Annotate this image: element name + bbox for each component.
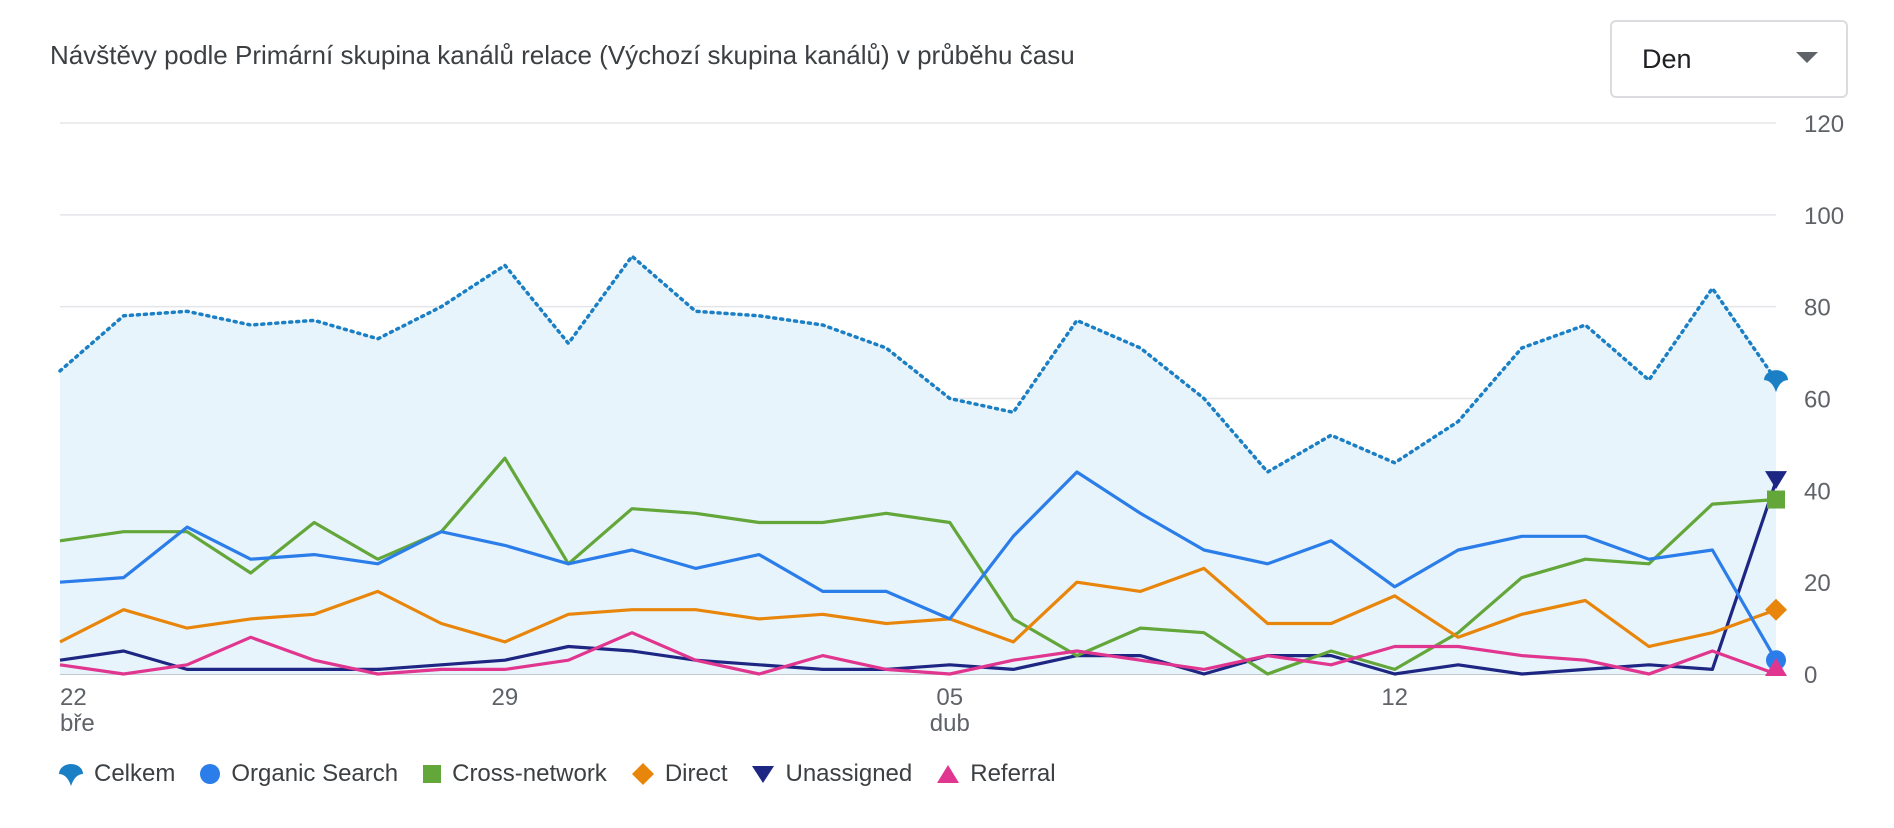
- caret-down-icon: [1796, 52, 1818, 63]
- x-tick-label: 29: [492, 684, 519, 711]
- legend-item-total[interactable]: Celkem: [58, 760, 175, 788]
- circle-marker-icon: [200, 764, 221, 784]
- direct-end-marker: [1765, 598, 1787, 621]
- cross_network-line: [59, 456, 1777, 676]
- y-tick-label: 80: [1804, 295, 1831, 322]
- legend-item-cross-network[interactable]: Cross-network: [422, 760, 607, 788]
- referral-line: [59, 631, 1777, 676]
- chart-legend: Celkem Organic Search Cross-network Dire…: [58, 760, 1080, 788]
- chart-title: Návštěvy podle Primární skupina kanálů r…: [50, 40, 1075, 70]
- x-tick-label: 12: [1381, 684, 1408, 711]
- x-tick-month-label: bře: [60, 710, 95, 737]
- x-tick-label: 22: [60, 684, 87, 711]
- y-tick-label: 40: [1804, 478, 1831, 505]
- legend-item-referral[interactable]: Referral: [936, 760, 1056, 788]
- legend-item-unassigned[interactable]: Unassigned: [751, 760, 912, 788]
- granularity-dropdown[interactable]: Den: [1610, 20, 1848, 98]
- y-tick-label: 120: [1804, 111, 1844, 138]
- legend-label-organic-search: Organic Search: [231, 760, 399, 787]
- legend-label-cross-network: Cross-network: [452, 760, 607, 787]
- granularity-selected-value: Den: [1642, 44, 1692, 74]
- direct-line: [59, 566, 1777, 649]
- legend-label-unassigned: Unassigned: [785, 760, 913, 787]
- x-tick-month-label: dub: [930, 710, 970, 737]
- legend-label-referral: Referral: [970, 760, 1056, 787]
- legend-item-direct[interactable]: Direct: [631, 760, 728, 788]
- total-end-marker: [1764, 370, 1788, 393]
- organic_search-line: [59, 470, 1778, 661]
- referral-end-marker: [1765, 658, 1787, 676]
- total-line: [58, 253, 1778, 475]
- diamond-marker-icon: [631, 763, 654, 785]
- legend-label-total: Celkem: [94, 760, 176, 787]
- unassigned-line: [59, 480, 1778, 676]
- y-tick-label: 0: [1804, 662, 1817, 689]
- y-tick-label: 60: [1804, 387, 1831, 414]
- unassigned-end-marker: [1765, 471, 1787, 490]
- y-tick-label: 100: [1804, 203, 1844, 230]
- y-tick-label: 20: [1804, 570, 1831, 597]
- pin-marker-icon: [59, 764, 83, 786]
- x-tick-label: 05: [936, 684, 963, 711]
- legend-label-direct: Direct: [664, 760, 728, 787]
- cross-network-end-marker: [1767, 490, 1785, 509]
- square-marker-icon: [423, 765, 442, 783]
- triangle-down-marker-icon: [752, 766, 775, 783]
- total-area: [60, 256, 1776, 674]
- triangle-up-marker-icon: [937, 765, 960, 783]
- legend-item-organic-search[interactable]: Organic Search: [199, 760, 398, 788]
